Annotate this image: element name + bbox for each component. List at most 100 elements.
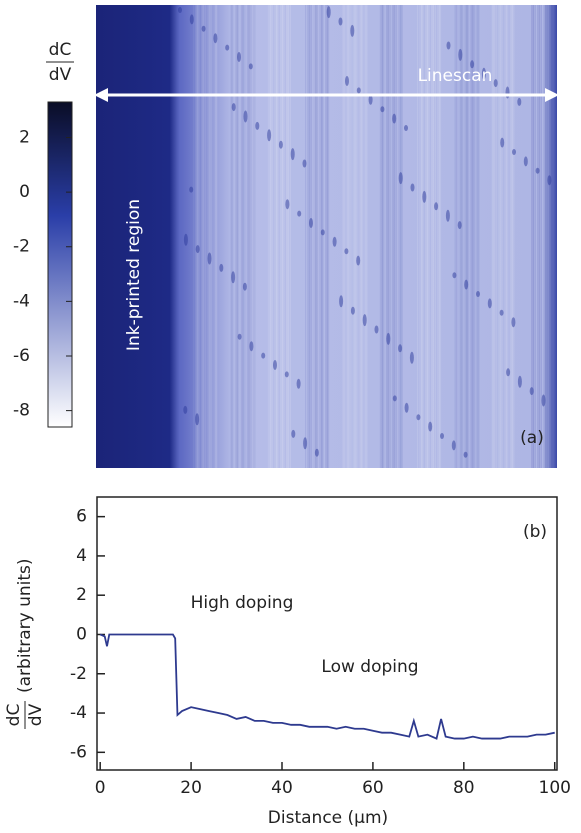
texture: [289, 5, 291, 468]
texture: [419, 5, 423, 468]
texture: [279, 5, 283, 468]
texture: [309, 5, 312, 468]
texture: [545, 5, 547, 468]
texture: [281, 5, 284, 468]
texture: [434, 202, 439, 211]
texture: [291, 429, 296, 438]
texture: [277, 5, 279, 468]
colorbar-tick-label: -2: [13, 237, 30, 257]
texture: [307, 5, 311, 468]
texture: [499, 309, 504, 316]
texture: [271, 5, 273, 468]
texture: [433, 5, 436, 468]
texture: [429, 5, 431, 468]
texture: [462, 5, 464, 468]
y-tick-label: -6: [70, 742, 87, 762]
texture: [470, 60, 475, 69]
texture: [178, 5, 179, 468]
texture: [431, 5, 435, 468]
texture: [319, 5, 323, 468]
texture: [317, 5, 319, 468]
texture: [468, 5, 470, 468]
texture: [346, 5, 350, 468]
texture: [529, 387, 534, 396]
texture: [437, 5, 441, 468]
texture: [287, 5, 290, 468]
texture: [195, 413, 200, 426]
texture: [476, 5, 480, 468]
texture: [404, 402, 409, 413]
texture: [398, 344, 403, 353]
texture: [374, 325, 379, 334]
texture: [416, 414, 421, 421]
texture: [342, 5, 345, 468]
texture: [326, 6, 331, 19]
texture: [511, 317, 516, 328]
texture: [350, 24, 355, 37]
texture: [458, 48, 463, 61]
texture: [421, 5, 424, 468]
texture: [290, 148, 295, 161]
y-tick-label: -2: [70, 664, 87, 684]
plot-frame: [96, 496, 558, 771]
y-tick-label: 0: [76, 624, 87, 644]
texture: [507, 5, 509, 468]
texture: [423, 5, 425, 468]
texture: [385, 5, 389, 468]
texture: [219, 263, 224, 272]
texture: [275, 5, 278, 468]
texture: [248, 63, 253, 70]
texture: [457, 221, 462, 230]
texture: [463, 451, 468, 458]
texture: [320, 229, 325, 236]
texture: [215, 5, 218, 468]
x-tick-label: 0: [95, 778, 106, 798]
texture: [537, 5, 540, 468]
texture: [383, 5, 385, 468]
texture: [472, 5, 475, 468]
texture: [392, 113, 397, 124]
texture: [213, 5, 217, 468]
texture: [201, 25, 206, 32]
texture: [547, 175, 552, 186]
texture: [240, 5, 244, 468]
texture: [234, 5, 238, 468]
texture: [236, 5, 239, 468]
texture: [500, 137, 505, 148]
texture: [207, 252, 212, 265]
texture: [345, 76, 349, 86]
y-tick-label: 6: [76, 507, 87, 527]
annotation: Linescan: [418, 66, 493, 86]
texture: [422, 190, 427, 203]
texture: [487, 298, 492, 309]
colorbar-label: dV: [49, 65, 72, 85]
texture: [425, 5, 429, 468]
texture: [503, 5, 507, 468]
texture: [543, 5, 546, 468]
texture: [523, 156, 528, 167]
colorbar: [47, 101, 73, 428]
texture: [238, 5, 240, 468]
texture: [389, 5, 391, 468]
texture: [352, 5, 356, 468]
texture: [313, 5, 317, 468]
texture: [243, 110, 248, 123]
texture: [364, 5, 368, 468]
y-label-units: (arbitrary units): [15, 558, 35, 693]
texture: [248, 5, 251, 468]
texture: [460, 5, 463, 468]
x-tick-label: 60: [362, 778, 384, 798]
texture: [255, 121, 260, 130]
texture: [428, 421, 433, 432]
texture: [380, 106, 385, 113]
texture: [476, 291, 480, 297]
texture: [533, 5, 535, 468]
texture: [517, 375, 522, 388]
texture: [178, 7, 182, 13]
texture: [350, 5, 352, 468]
annotation: High doping: [191, 593, 294, 613]
texture: [362, 314, 367, 327]
texture: [505, 86, 510, 99]
texture: [325, 5, 329, 468]
texture: [358, 5, 362, 468]
